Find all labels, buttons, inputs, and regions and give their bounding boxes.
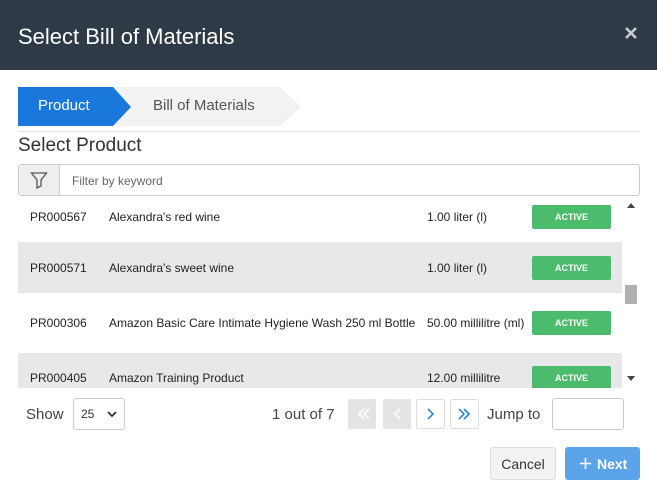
product-quantity: 1.00 liter (l)	[427, 260, 488, 275]
filter-placeholder: Filter by keyword	[72, 174, 163, 188]
status-badge: ACTIVE	[532, 366, 611, 388]
status-badge: ACTIVE	[532, 205, 611, 229]
dialog-title: Select Bill of Materials	[18, 24, 235, 49]
product-row[interactable]: PR000571 Alexandra's sweet wine 1.00 liter…	[18, 242, 622, 293]
product-list: PR000567 Alexandra's red wine 1.00 liter (…	[18, 200, 622, 388]
page-size-select[interactable]	[73, 398, 125, 430]
status-badge: ACTIVE	[532, 255, 611, 280]
plus-icon	[580, 458, 591, 469]
divider	[18, 131, 640, 132]
product-quantity: 1.00 liter (l)	[427, 210, 488, 224]
product-row[interactable]: PR000405 Amazon Training Product 12.00 mil…	[18, 353, 622, 388]
next-button[interactable]	[565, 447, 640, 480]
dialog-header	[0, 0, 657, 70]
product-name: Amazon Training Product	[109, 371, 244, 385]
product-name: Alexandra's sweet wine	[109, 260, 235, 275]
product-code: PR000571	[30, 260, 87, 275]
product-code: PR000306	[30, 316, 87, 330]
scrollbar[interactable]	[622, 198, 640, 388]
step-active[interactable]: Product	[38, 97, 90, 114]
jump-input[interactable]	[552, 398, 624, 430]
next-label: Next	[597, 456, 628, 472]
page-size-value: 25	[81, 407, 95, 421]
product-code: PR000567	[30, 210, 87, 224]
product-name: Alexandra's red wine	[109, 210, 221, 224]
product-row[interactable]: PR000567 Alexandra's red wine 1.00 liter (…	[18, 200, 622, 242]
select-caret	[107, 411, 117, 418]
show-label: Show	[26, 406, 64, 423]
close-button[interactable]	[624, 26, 638, 40]
product-row[interactable]: PR000306 Amazon Basic Care Intimate Hygie…	[18, 293, 622, 353]
product-quantity: 50.00 millilitre (ml)	[427, 316, 525, 330]
product-name: Amazon Basic Care Intimate Hygiene Wash …	[109, 316, 416, 330]
page-info: 1 out of 7	[272, 406, 335, 423]
pagination[interactable]	[348, 399, 480, 430]
section-title: Select Product	[18, 135, 142, 156]
filter-icon	[30, 172, 48, 189]
status-badge: ACTIVE	[532, 311, 611, 335]
jump-label: Jump to	[487, 406, 541, 423]
product-code: PR000405	[30, 371, 87, 385]
cancel-button[interactable]: Cancel	[490, 447, 556, 480]
filter-icon-cell	[19, 165, 60, 195]
filter-box[interactable]	[18, 164, 640, 196]
stepper	[18, 87, 301, 126]
product-quantity: 12.00 millilitre	[427, 371, 501, 385]
step[interactable]: Bill of Materials	[153, 97, 255, 114]
